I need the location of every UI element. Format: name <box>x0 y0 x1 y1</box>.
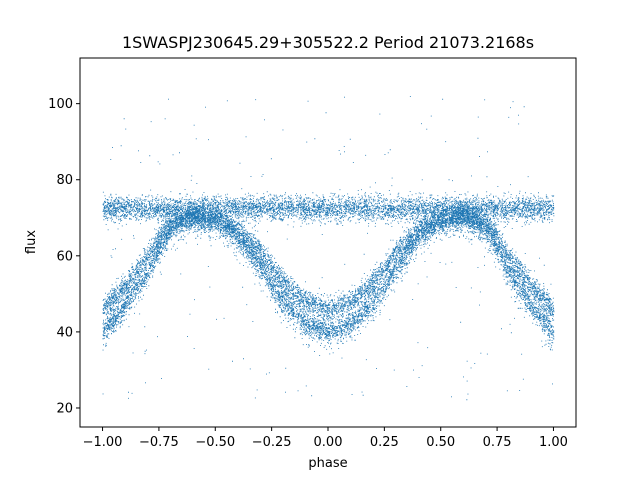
x-tick-label: −0.50 <box>195 435 235 450</box>
x-tick-label: −1.00 <box>83 435 123 450</box>
y-tick-label: 60 <box>56 249 73 264</box>
y-axis-label: flux <box>24 230 39 254</box>
y-tick-label: 20 <box>56 401 73 416</box>
x-tick-label: 0.25 <box>370 435 399 450</box>
x-axis: −1.00 −0.75 −0.50 −0.25 0.00 0.25 0.50 0.75 1.00 <box>83 427 568 450</box>
x-axis-label: phase <box>308 456 347 471</box>
x-tick-label: 1.00 <box>539 435 568 450</box>
y-axis: 20 40 60 80 100 <box>48 97 80 416</box>
y-tick-label: 40 <box>56 325 73 340</box>
x-tick-label: −0.75 <box>139 435 179 450</box>
y-tick-label: 100 <box>48 97 73 112</box>
x-tick-label: −0.25 <box>252 435 292 450</box>
y-tick-label: 80 <box>56 173 73 188</box>
x-tick-label: 0.00 <box>314 435 343 450</box>
x-tick-label: 0.50 <box>426 435 455 450</box>
chart-title: 1SWASPJ230645.29+305522.2 Period 21073.2… <box>122 33 534 52</box>
x-tick-label: 0.75 <box>483 435 512 450</box>
